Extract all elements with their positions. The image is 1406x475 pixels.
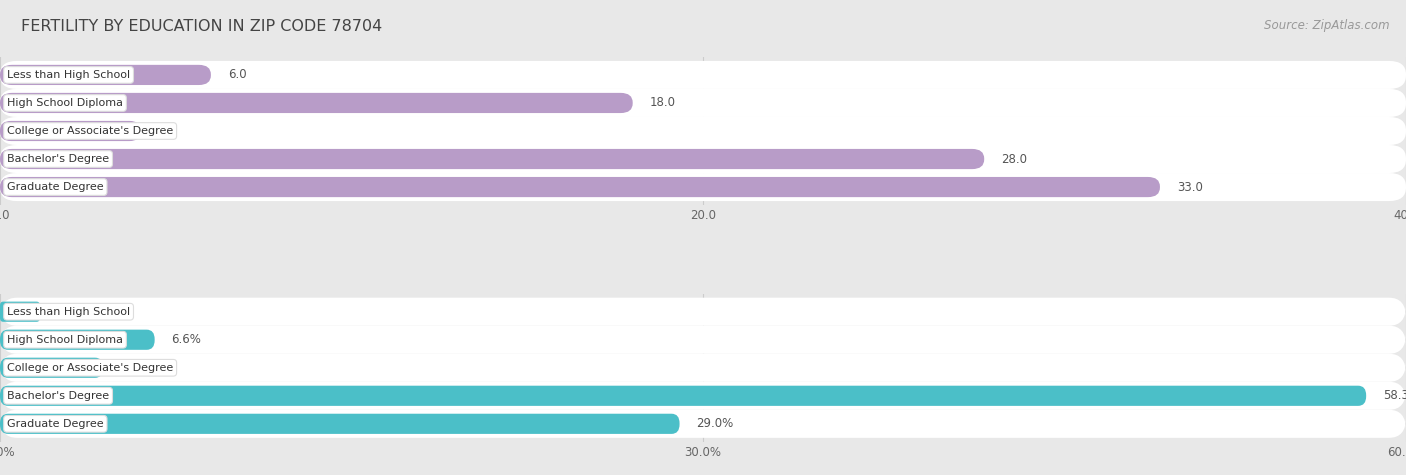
Text: 4.0: 4.0: [157, 124, 176, 137]
Text: 1.7%: 1.7%: [56, 305, 87, 318]
Text: 29.0%: 29.0%: [696, 418, 734, 430]
FancyBboxPatch shape: [0, 326, 1406, 354]
FancyBboxPatch shape: [0, 173, 1406, 201]
FancyBboxPatch shape: [0, 358, 103, 378]
Text: Graduate Degree: Graduate Degree: [7, 419, 104, 429]
FancyBboxPatch shape: [0, 65, 211, 85]
Text: Less than High School: Less than High School: [7, 307, 131, 317]
Text: Graduate Degree: Graduate Degree: [7, 182, 104, 192]
Text: Bachelor's Degree: Bachelor's Degree: [7, 391, 110, 401]
FancyBboxPatch shape: [0, 145, 1406, 173]
Text: College or Associate's Degree: College or Associate's Degree: [7, 126, 173, 136]
FancyBboxPatch shape: [0, 410, 1406, 438]
Text: 4.4%: 4.4%: [120, 361, 150, 374]
FancyBboxPatch shape: [0, 386, 1367, 406]
FancyBboxPatch shape: [0, 414, 679, 434]
FancyBboxPatch shape: [0, 93, 633, 113]
Text: Source: ZipAtlas.com: Source: ZipAtlas.com: [1264, 19, 1389, 32]
FancyBboxPatch shape: [0, 354, 1406, 382]
FancyBboxPatch shape: [0, 117, 1406, 145]
Text: 58.3%: 58.3%: [1384, 390, 1406, 402]
FancyBboxPatch shape: [0, 149, 984, 169]
FancyBboxPatch shape: [0, 61, 1406, 89]
FancyBboxPatch shape: [0, 330, 155, 350]
Text: High School Diploma: High School Diploma: [7, 335, 124, 345]
Text: 28.0: 28.0: [1001, 152, 1026, 165]
Text: Bachelor's Degree: Bachelor's Degree: [7, 154, 110, 164]
FancyBboxPatch shape: [0, 298, 1406, 326]
FancyBboxPatch shape: [0, 382, 1406, 410]
Text: Less than High School: Less than High School: [7, 70, 131, 80]
Text: FERTILITY BY EDUCATION IN ZIP CODE 78704: FERTILITY BY EDUCATION IN ZIP CODE 78704: [21, 19, 382, 34]
FancyBboxPatch shape: [0, 302, 39, 322]
Text: 6.6%: 6.6%: [172, 333, 201, 346]
FancyBboxPatch shape: [0, 177, 1160, 197]
Text: High School Diploma: High School Diploma: [7, 98, 124, 108]
Text: 33.0: 33.0: [1177, 180, 1202, 193]
FancyBboxPatch shape: [0, 89, 1406, 117]
Text: 6.0: 6.0: [228, 68, 246, 81]
FancyBboxPatch shape: [0, 121, 141, 141]
Text: 18.0: 18.0: [650, 96, 675, 109]
Text: College or Associate's Degree: College or Associate's Degree: [7, 363, 173, 373]
